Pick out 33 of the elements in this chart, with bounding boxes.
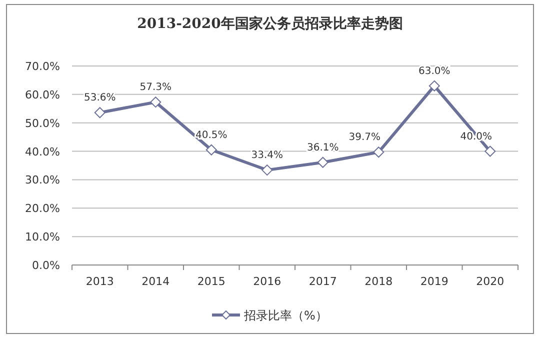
data-label: 53.6% (84, 92, 116, 104)
data-label: 39.7% (348, 132, 381, 144)
y-tick-label: 20.0% (25, 202, 60, 216)
point (206, 144, 217, 156)
x-tick-label: 2015 (197, 275, 226, 288)
point (317, 156, 328, 168)
x-tick-label: 2013 (86, 275, 114, 288)
data-label: 63.0% (418, 66, 450, 77)
y-tick-label: 60.0% (25, 88, 60, 102)
point (150, 96, 162, 108)
legend-label: 招录比率（%） (243, 308, 328, 322)
y-tick-label: 0.0% (32, 259, 60, 272)
data-label: 36.1% (306, 142, 339, 154)
chart-title: 2013-2020年国家公务员招录比率走势图 (137, 15, 403, 32)
x-tick-label: 2019 (420, 275, 448, 288)
y-tick-label: 30.0% (25, 174, 60, 187)
point (94, 107, 106, 118)
point (373, 146, 384, 158)
data-label: 33.4% (251, 150, 284, 162)
x-tick-label: 2014 (142, 275, 170, 288)
data-label: 40.5% (195, 130, 228, 141)
y-tick-label: 50.0% (25, 116, 60, 130)
y-tick-label: 10.0% (25, 230, 60, 244)
point (484, 146, 496, 157)
point (428, 80, 440, 92)
x-tick-label: 2018 (364, 275, 393, 288)
y-tick-label: 40.0% (25, 145, 60, 158)
x-tick-label: 2016 (253, 275, 282, 288)
y-tick-label: 70.0% (25, 60, 60, 73)
x-tick-label: 2017 (308, 275, 337, 288)
data-label: 57.3% (140, 82, 172, 94)
x-tick-label: 2020 (476, 275, 504, 288)
point (262, 164, 273, 176)
